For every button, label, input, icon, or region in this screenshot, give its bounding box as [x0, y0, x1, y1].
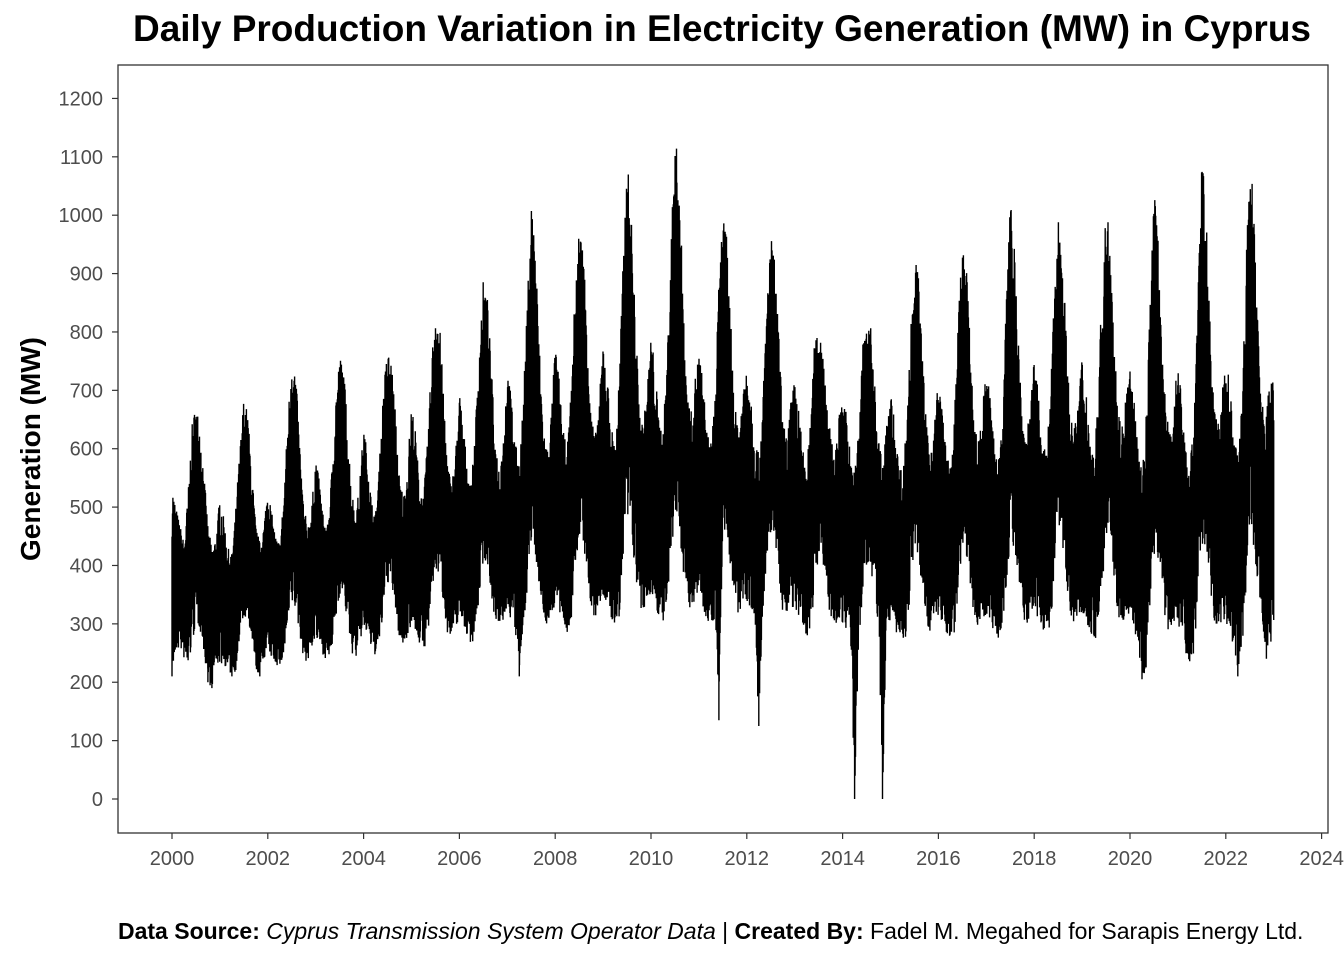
y-tick-label: 200 — [70, 672, 103, 694]
x-tick-label: 2008 — [533, 848, 578, 870]
series-line — [171, 148, 1275, 799]
caption: Data Source: Cyprus Transmission System … — [118, 918, 1303, 945]
caption-source-value: Cyprus Transmission System Operator Data — [266, 918, 716, 944]
x-tick-label: 2016 — [916, 848, 961, 870]
plot-panel-border — [117, 64, 1329, 834]
y-axis-label: Generation (MW) — [15, 337, 46, 561]
x-tick-label: 2012 — [725, 848, 770, 870]
x-tick-label: 2000 — [150, 848, 195, 870]
y-tick-label: 100 — [70, 731, 103, 753]
x-tick-label: 2006 — [437, 848, 482, 870]
x-tick-label: 2004 — [341, 848, 386, 870]
y-tick-label: 600 — [70, 439, 103, 461]
chart-title: Daily Production Variation in Electricit… — [0, 8, 1344, 50]
caption-source-label: Data Source: — [118, 918, 267, 944]
y-tick-label: 500 — [70, 497, 103, 519]
caption-separator: | — [715, 918, 735, 944]
axes-layer: 0 100 200 300 400 500 600 700 800 900 1000 1100 1200… — [59, 88, 1344, 870]
y-tick-label: 900 — [70, 264, 103, 286]
y-tick-label: 0 — [92, 789, 103, 811]
x-tick-label: 2022 — [1204, 848, 1249, 870]
x-tick-label: 2010 — [629, 848, 674, 870]
caption-created-label: Created By: — [734, 918, 864, 944]
chart-title-text: Daily Production Variation in Electricit… — [132, 8, 1312, 49]
y-tick-label: 800 — [70, 322, 103, 344]
y-tick-label: 300 — [70, 614, 103, 636]
x-tick-label: 2014 — [820, 848, 865, 870]
y-tick-label: 400 — [70, 555, 103, 577]
caption-created-value: Fadel M. Megahed for Sarapis Energy Ltd. — [863, 918, 1304, 944]
x-tick-label: 2024 — [1299, 848, 1344, 870]
y-tick-label: 1100 — [60, 147, 103, 169]
y-tick-label: 700 — [70, 380, 103, 402]
x-tick-label: 2020 — [1108, 848, 1153, 870]
x-tick-label: 2018 — [1012, 848, 1057, 870]
y-tick-label: 1200 — [59, 88, 104, 110]
data-layer — [171, 148, 1275, 799]
y-tick-label: 1000 — [59, 205, 104, 227]
x-tick-label: 2002 — [246, 848, 291, 870]
